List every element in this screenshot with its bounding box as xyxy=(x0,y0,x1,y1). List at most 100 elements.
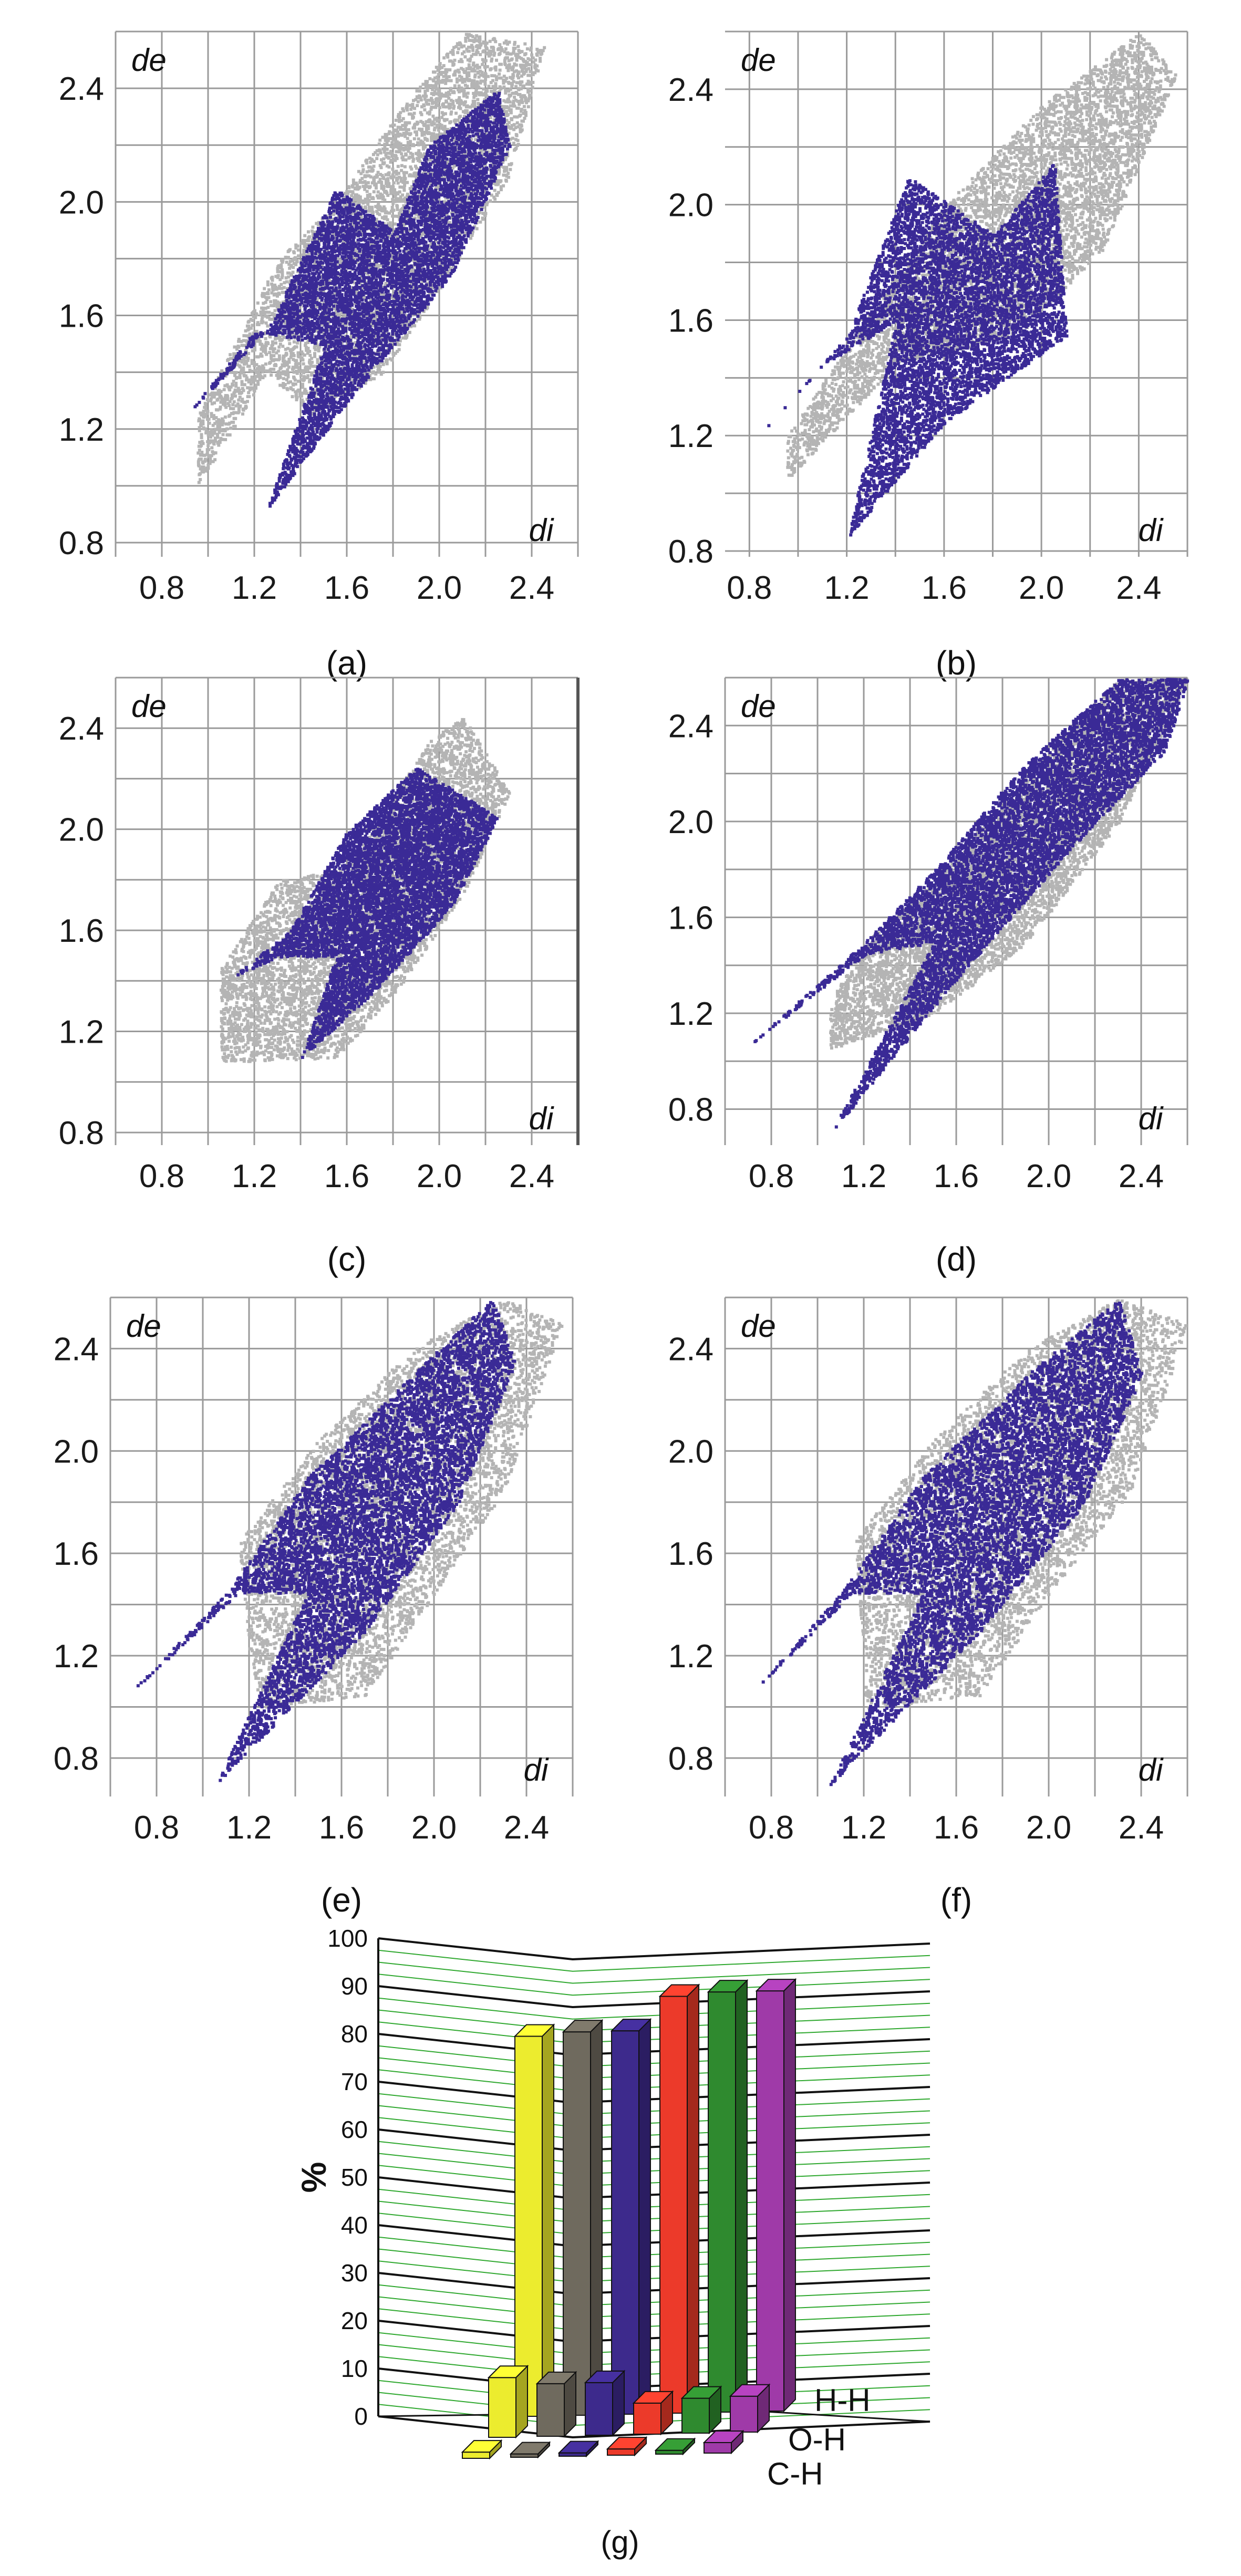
data-point xyxy=(459,115,462,118)
data-point xyxy=(390,141,394,144)
data-point xyxy=(427,132,430,135)
data-point xyxy=(484,91,487,95)
data-point xyxy=(453,74,457,77)
data-point xyxy=(401,155,405,159)
data-point xyxy=(518,103,521,106)
data-point xyxy=(223,398,226,401)
data-point xyxy=(389,224,392,227)
data-point xyxy=(531,81,534,84)
data-point xyxy=(213,458,216,461)
data-point xyxy=(512,92,515,95)
data-point xyxy=(405,181,408,184)
data-point xyxy=(476,44,479,47)
data-point xyxy=(504,63,507,66)
data-point xyxy=(493,51,496,55)
data-point xyxy=(387,157,390,160)
data-point xyxy=(261,318,264,321)
data-point xyxy=(302,362,305,366)
data-point xyxy=(391,132,395,136)
data-point xyxy=(383,151,386,154)
data-point xyxy=(352,179,355,182)
data-point xyxy=(495,75,498,78)
data-point xyxy=(535,53,539,56)
data-point xyxy=(394,159,397,162)
data-point xyxy=(278,375,282,378)
data-point xyxy=(234,394,237,398)
data-point xyxy=(504,156,508,159)
data-point xyxy=(432,120,435,123)
data-point xyxy=(423,108,426,111)
data-point xyxy=(249,369,252,372)
data-point xyxy=(508,63,511,66)
data-point xyxy=(307,230,310,233)
data-point xyxy=(448,121,451,124)
data-point xyxy=(294,256,297,259)
data-point xyxy=(382,176,385,179)
data-point xyxy=(456,77,459,80)
data-point xyxy=(478,40,481,44)
data-point xyxy=(379,164,382,167)
data-point xyxy=(272,368,275,371)
data-point xyxy=(442,56,446,59)
data-point xyxy=(255,313,258,316)
data-point xyxy=(313,355,316,358)
data-point xyxy=(382,158,385,161)
data-point xyxy=(253,309,256,313)
data-point xyxy=(233,417,236,420)
data-point xyxy=(408,174,411,178)
data-point xyxy=(266,283,270,286)
data-point xyxy=(467,46,470,49)
data-point xyxy=(434,106,437,109)
data-point xyxy=(449,112,452,116)
data-point xyxy=(416,89,419,92)
data-point xyxy=(499,69,502,72)
data-point xyxy=(399,133,402,136)
data-point xyxy=(313,352,316,355)
data-point xyxy=(413,127,416,130)
data-point xyxy=(404,152,407,155)
data-point xyxy=(411,153,414,156)
data-point xyxy=(381,193,384,196)
data-point xyxy=(457,69,460,72)
data-point xyxy=(436,80,439,84)
data-point xyxy=(227,415,231,418)
data-point xyxy=(294,382,297,386)
data-point xyxy=(274,341,277,345)
data-point xyxy=(291,368,294,371)
data-point xyxy=(511,137,514,140)
data-point xyxy=(235,348,239,351)
data-point xyxy=(530,54,533,57)
data-point xyxy=(386,218,389,221)
data-point xyxy=(293,340,296,344)
data-point xyxy=(432,79,435,82)
data-point xyxy=(351,185,354,189)
data-point xyxy=(467,72,470,75)
data-point xyxy=(243,383,246,386)
data-point xyxy=(290,354,293,357)
data-point xyxy=(527,99,530,102)
data-point xyxy=(415,133,418,137)
data-point xyxy=(295,370,298,373)
data-point xyxy=(423,146,427,149)
data-point xyxy=(285,261,288,264)
data-point xyxy=(473,65,477,68)
data-point xyxy=(416,104,419,107)
data-point xyxy=(226,395,229,398)
data-point xyxy=(531,86,534,89)
data-point xyxy=(281,365,284,368)
data-point xyxy=(246,325,249,328)
data-point xyxy=(498,63,501,66)
data-point xyxy=(472,61,475,65)
data-point xyxy=(270,373,273,377)
data-point xyxy=(287,256,290,259)
data-point xyxy=(418,128,421,131)
data-point xyxy=(402,117,405,120)
data-point xyxy=(477,102,480,105)
data-point xyxy=(267,370,271,373)
data-point xyxy=(198,473,201,476)
data-point xyxy=(220,423,223,427)
data-point xyxy=(402,109,405,112)
data-point xyxy=(440,127,443,130)
data-point xyxy=(507,81,510,84)
data-point xyxy=(465,105,468,108)
